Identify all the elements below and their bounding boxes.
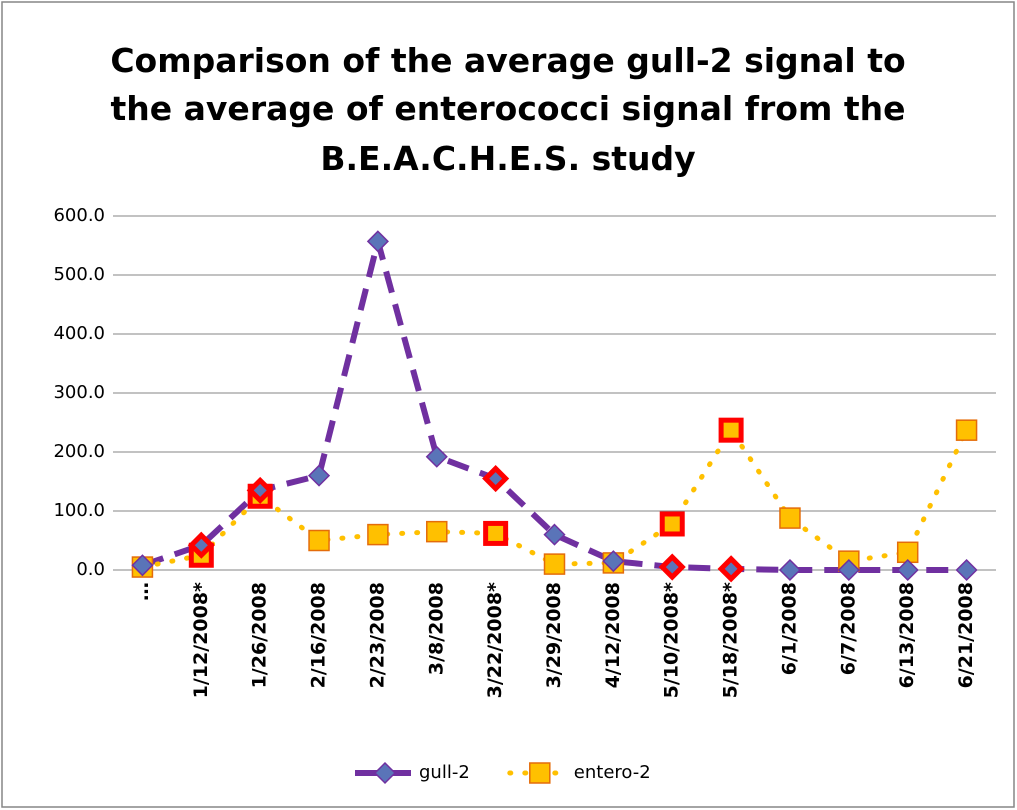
data-point	[426, 520, 448, 543]
x-tick-label: 5/10/2008*	[661, 582, 683, 698]
data-point	[659, 511, 685, 537]
legend-label: entero-2	[574, 762, 651, 783]
x-tick-label: 6/13/2008	[896, 582, 918, 688]
data-point	[131, 554, 154, 577]
data-point	[955, 419, 978, 441]
x-tick-label: 3/29/2008	[543, 582, 565, 688]
chart-title: B.E.A.C.H.E.S. study	[320, 139, 695, 178]
data-point	[425, 445, 448, 468]
data-point	[837, 558, 860, 582]
x-tick-label: 6/21/2008	[955, 582, 977, 688]
data-point	[482, 465, 510, 493]
chart-title: the average of enterococci signal from t…	[111, 89, 906, 128]
data-point	[308, 529, 330, 552]
data-point	[543, 553, 566, 575]
x-tick-label: 3/8/2008	[425, 582, 447, 675]
data-point	[717, 555, 745, 583]
x-tick-label: 6/1/2008	[778, 582, 800, 675]
x-tick-label: …	[131, 582, 153, 601]
data-point	[543, 523, 566, 546]
x-tick-label: 5/18/2008*	[720, 582, 742, 698]
legend-label: gull-2	[419, 762, 470, 783]
data-point	[246, 476, 274, 504]
y-tick-label: 100.0	[53, 500, 105, 521]
data-point	[187, 531, 215, 559]
x-tick-label: 2/16/2008	[308, 582, 330, 688]
y-tick-label: 400.0	[53, 323, 105, 344]
series-line	[139, 427, 970, 570]
y-tick-label: 500.0	[53, 264, 105, 285]
data-point	[955, 558, 978, 582]
x-tick-label: 2/23/2008	[366, 582, 388, 688]
data-point	[367, 523, 389, 546]
data-point	[896, 558, 919, 582]
data-point	[778, 558, 802, 582]
y-tick-label: 300.0	[53, 382, 105, 403]
legend-swatch-marker	[373, 761, 397, 785]
legend-swatch-marker	[529, 762, 551, 784]
y-tick-label: 0.0	[76, 559, 105, 580]
data-point	[483, 520, 509, 546]
data-point	[307, 464, 331, 487]
x-tick-label: 3/22/2008*	[484, 582, 506, 698]
x-tick-label: 1/26/2008	[249, 582, 271, 688]
data-point	[366, 230, 389, 253]
data-point	[779, 507, 801, 529]
x-tick-label: 6/7/2008	[837, 582, 859, 675]
data-point	[602, 550, 625, 573]
data-point	[718, 417, 744, 443]
x-tick-label: 1/12/2008*	[190, 582, 212, 698]
chart-title: Comparison of the average gull-2 signal …	[110, 41, 905, 80]
y-tick-label: 200.0	[53, 441, 105, 462]
x-tick-label: 4/12/2008	[602, 582, 624, 688]
series-line	[141, 238, 967, 573]
y-tick-label: 600.0	[53, 205, 105, 226]
data-point	[658, 553, 686, 581]
